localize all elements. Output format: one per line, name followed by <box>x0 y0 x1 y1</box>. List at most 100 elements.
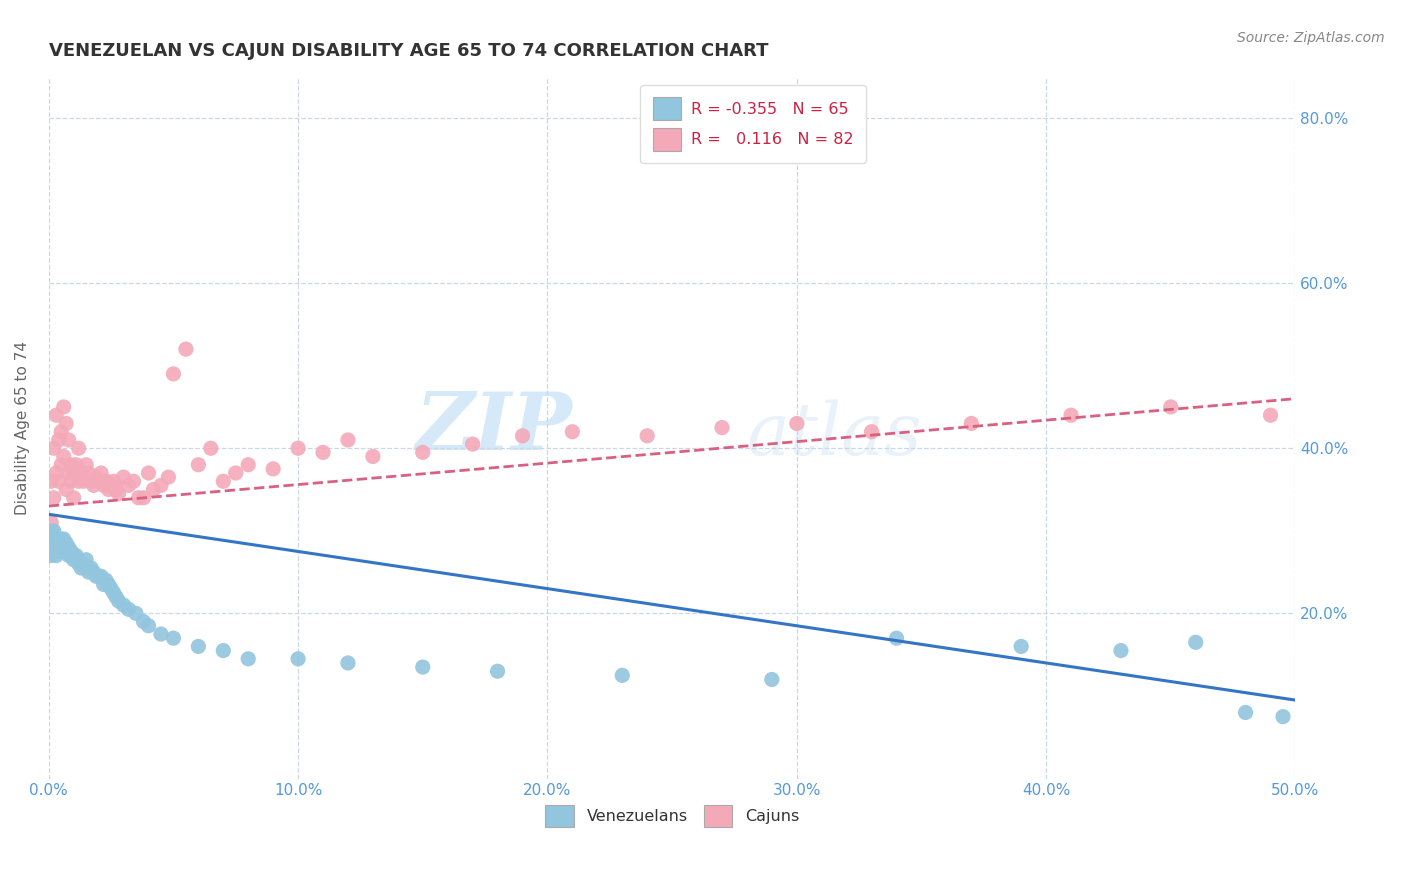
Point <box>786 417 808 431</box>
Point <box>107 594 129 608</box>
Point <box>636 429 658 443</box>
Point <box>58 466 80 480</box>
Point <box>412 660 434 674</box>
Point <box>65 549 87 563</box>
Point <box>97 577 120 591</box>
Point <box>1272 709 1295 723</box>
Point <box>55 417 77 431</box>
Point <box>83 565 105 579</box>
Point <box>212 475 235 489</box>
Point <box>45 549 67 563</box>
Point <box>48 532 70 546</box>
Point <box>67 552 90 566</box>
Point <box>75 552 97 566</box>
Point <box>77 466 100 480</box>
Point <box>162 367 184 381</box>
Point <box>62 466 84 480</box>
Point <box>1184 635 1206 649</box>
Text: ZIP: ZIP <box>416 389 572 467</box>
Point <box>162 631 184 645</box>
Point <box>612 668 634 682</box>
Point <box>83 478 105 492</box>
Point <box>55 536 77 550</box>
Text: VENEZUELAN VS CAJUN DISABILITY AGE 65 TO 74 CORRELATION CHART: VENEZUELAN VS CAJUN DISABILITY AGE 65 TO… <box>49 42 768 60</box>
Point <box>512 429 534 443</box>
Point <box>361 450 384 464</box>
Point <box>238 458 260 472</box>
Point <box>103 475 125 489</box>
Point <box>1334 400 1357 414</box>
Point <box>187 640 209 654</box>
Point <box>132 491 155 505</box>
Point <box>105 590 128 604</box>
Point <box>174 342 197 356</box>
Legend: Venezuelans, Cajuns: Venezuelans, Cajuns <box>538 798 806 834</box>
Point <box>52 541 75 555</box>
Point <box>157 470 180 484</box>
Point <box>886 631 908 645</box>
Point <box>117 602 139 616</box>
Point <box>58 433 80 447</box>
Point <box>87 569 110 583</box>
Point <box>45 466 67 480</box>
Point <box>62 549 84 563</box>
Point <box>187 458 209 472</box>
Point <box>97 483 120 497</box>
Point <box>84 470 107 484</box>
Point <box>1234 706 1257 720</box>
Point <box>94 475 117 489</box>
Point <box>1060 408 1083 422</box>
Point <box>67 475 90 489</box>
Point <box>80 561 103 575</box>
Point <box>51 532 73 546</box>
Text: Source: ZipAtlas.com: Source: ZipAtlas.com <box>1237 31 1385 45</box>
Point <box>112 598 135 612</box>
Point <box>138 619 160 633</box>
Point <box>138 466 160 480</box>
Point <box>336 656 359 670</box>
Point <box>200 441 222 455</box>
Point <box>39 549 62 563</box>
Point <box>62 491 84 505</box>
Point <box>52 450 75 464</box>
Point <box>51 458 73 472</box>
Text: atlas: atlas <box>747 400 922 470</box>
Point <box>51 425 73 439</box>
Point <box>105 483 128 497</box>
Point <box>287 652 309 666</box>
Point <box>48 541 70 555</box>
Point <box>100 582 122 596</box>
Point <box>1109 643 1132 657</box>
Point <box>65 458 87 472</box>
Point <box>80 475 103 489</box>
Point <box>42 441 65 455</box>
Point <box>58 541 80 555</box>
Point <box>117 478 139 492</box>
Point <box>39 475 62 489</box>
Point <box>103 586 125 600</box>
Point <box>73 557 96 571</box>
Point <box>960 417 983 431</box>
Point <box>107 486 129 500</box>
Point <box>336 433 359 447</box>
Point <box>73 475 96 489</box>
Point <box>67 557 90 571</box>
Point <box>52 400 75 414</box>
Point <box>52 532 75 546</box>
Point <box>142 483 165 497</box>
Y-axis label: Disability Age 65 to 74: Disability Age 65 to 74 <box>15 341 30 515</box>
Point <box>67 441 90 455</box>
Point <box>70 466 93 480</box>
Point <box>561 425 583 439</box>
Point <box>45 536 67 550</box>
Point <box>312 445 335 459</box>
Point <box>45 408 67 422</box>
Point <box>93 478 115 492</box>
Point <box>132 615 155 629</box>
Point <box>42 536 65 550</box>
Point <box>287 441 309 455</box>
Point <box>51 536 73 550</box>
Point <box>58 549 80 563</box>
Point <box>93 577 115 591</box>
Point <box>90 466 112 480</box>
